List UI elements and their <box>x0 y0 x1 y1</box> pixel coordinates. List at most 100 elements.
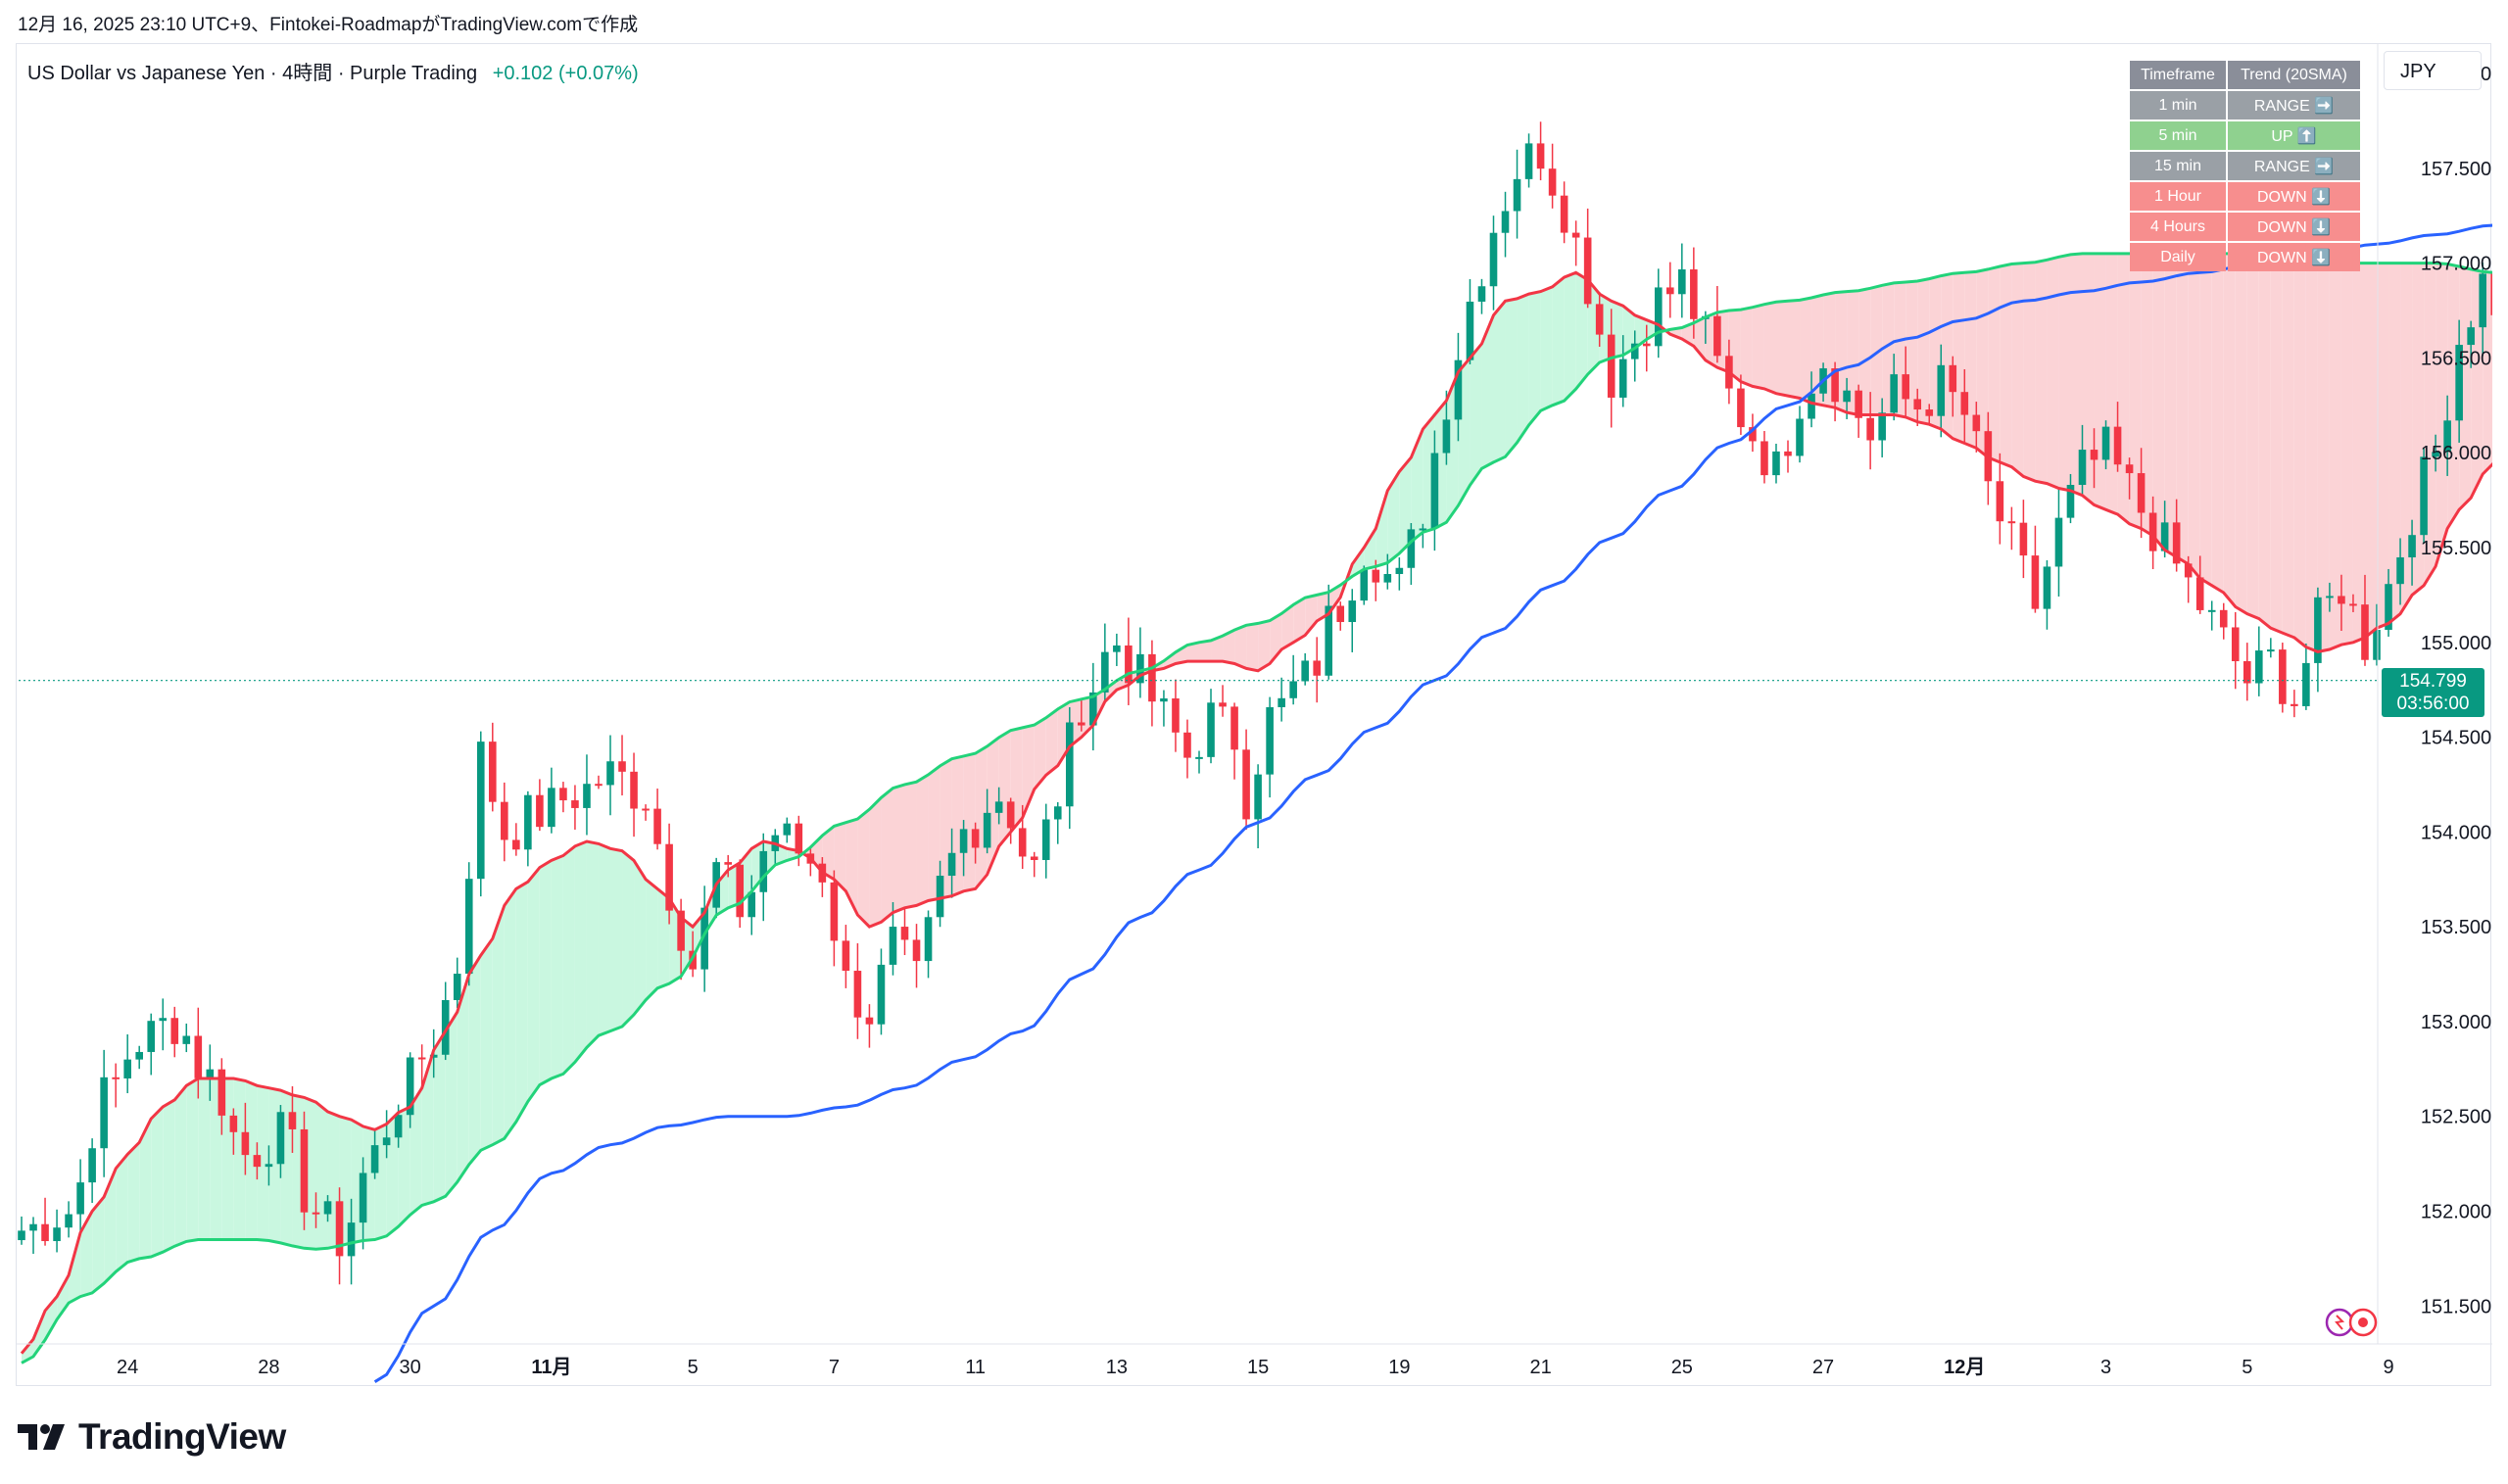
trend-row: 5 min UP ⬆️ <box>2130 121 2360 150</box>
candle <box>2420 448 2428 545</box>
ma-ribbon-segment <box>539 860 552 1085</box>
ma-ribbon-segment <box>2047 257 2059 489</box>
ma-ribbon-segment <box>2270 254 2283 634</box>
y-tick-label: 154.500 <box>2421 728 2491 749</box>
ma-ribbon-segment <box>1034 717 1046 790</box>
ma-ribbon-segment <box>1740 307 1753 387</box>
ma-ribbon-segment <box>2340 263 2353 646</box>
candle <box>1230 702 1238 780</box>
ma-ribbon-segment <box>1953 272 1965 444</box>
candle <box>2101 420 2110 470</box>
candle <box>1278 677 1285 722</box>
candle <box>1630 330 1639 382</box>
ma-ribbon-segment <box>963 753 976 891</box>
candle <box>618 735 626 796</box>
y-tick-label: 155.000 <box>2421 633 2491 654</box>
candle <box>2007 506 2016 551</box>
ma-ribbon-segment <box>1552 277 1565 406</box>
ma-ribbon-segment <box>2035 260 2048 484</box>
candle <box>548 767 555 834</box>
candle <box>2349 594 2357 612</box>
candle <box>1348 589 1357 652</box>
candle <box>2396 538 2404 605</box>
ma-ribbon-segment <box>1258 620 1271 671</box>
candle <box>123 1034 131 1094</box>
candle <box>1925 404 1934 423</box>
candle <box>1560 181 1568 244</box>
trend-value-cell: DOWN ⬇️ <box>2228 213 2360 241</box>
candle <box>2326 582 2334 612</box>
candle <box>1041 803 1050 879</box>
ma-ribbon-segment <box>104 1168 117 1284</box>
ma-ribbon-segment <box>2235 253 2247 614</box>
candle <box>1501 191 1510 258</box>
candle <box>1595 291 1604 348</box>
candle <box>512 823 520 856</box>
candle <box>2291 690 2298 718</box>
candle <box>959 820 968 877</box>
ma-ribbon-segment <box>1175 645 1187 664</box>
candle <box>736 859 745 929</box>
currency-selector[interactable]: JPY <box>2384 51 2482 90</box>
trend-timeframe-cell: 1 min <box>2130 91 2226 120</box>
x-tick-label: 5 <box>2242 1357 2252 1378</box>
candle <box>571 785 579 830</box>
trend-table-header: Timeframe Trend (20SMA) <box>2130 61 2360 89</box>
candle <box>2361 574 2369 666</box>
ma-ribbon-segment <box>2246 253 2259 619</box>
candle <box>1254 764 1262 848</box>
ma-ribbon-segment <box>2141 253 2153 536</box>
alert-icons[interactable] <box>2322 1303 2381 1347</box>
ma-ribbon-segment <box>1223 630 1235 664</box>
candle <box>276 1105 285 1178</box>
candle <box>288 1086 297 1153</box>
trend-timeframe-cell: 15 min <box>2130 152 2226 180</box>
ma-ribbon-segment <box>646 879 658 1000</box>
candle <box>501 782 508 862</box>
ma-ribbon-segment <box>2211 253 2224 593</box>
ma-ribbon-segment <box>2388 263 2401 624</box>
y-tick-label: 152.000 <box>2421 1201 2491 1222</box>
trend-timeframe-cell: 5 min <box>2130 121 2226 150</box>
ma-ribbon-segment <box>657 888 670 988</box>
candle <box>1784 440 1792 473</box>
ma-ribbon-segment <box>857 809 870 928</box>
candle <box>1442 390 1451 465</box>
ma-ribbon-segment <box>1788 300 1801 399</box>
candle <box>1242 729 1250 830</box>
candle <box>2219 602 2228 640</box>
ma-ribbon-segment <box>598 843 610 1036</box>
ma-ribbon-segment <box>515 882 528 1123</box>
ma-ribbon-segment <box>1800 297 1812 404</box>
ma-ribbon-segment <box>2329 263 2341 650</box>
candle <box>312 1192 320 1228</box>
candle <box>335 1187 344 1285</box>
ma-ribbon-segment <box>574 841 587 1063</box>
ma-ribbon-segment <box>586 841 599 1048</box>
ma-ribbon-segment <box>457 974 469 1182</box>
ma-ribbon-segment <box>1775 301 1788 397</box>
candle <box>2172 499 2181 572</box>
chart-panel[interactable]: 151.500 152.000 152.500 153.000 153.500 154.0… <box>16 43 2492 1387</box>
ma-ribbon-segment <box>1186 642 1199 662</box>
x-tick-label: 30 <box>400 1357 421 1378</box>
x-tick-label: 25 <box>1671 1357 1693 1378</box>
brand-logo[interactable]: TradingView <box>18 1416 286 1458</box>
ma-ribbon-segment <box>1505 298 1518 457</box>
candle <box>1053 801 1062 844</box>
candle <box>1536 121 1545 181</box>
candle <box>924 910 933 979</box>
current-price-badge: 154.799 03:56:00 <box>2382 667 2484 717</box>
candle <box>2231 611 2240 690</box>
candle <box>159 998 168 1051</box>
y-tick-label: 154.000 <box>2421 822 2491 843</box>
candle <box>1466 278 1474 364</box>
candlestick-chart[interactable]: 151.500 152.000 152.500 153.000 153.500 154.0… <box>17 44 2492 1387</box>
ma-ribbon-segment <box>1988 265 2001 462</box>
trend-value-cell: DOWN ⬇️ <box>2228 182 2360 211</box>
trend-timeframe-cell: 1 Hour <box>2130 182 2226 211</box>
candle <box>1902 346 1909 417</box>
ma-ribbon-segment <box>57 1274 70 1320</box>
candle <box>947 828 956 898</box>
candle <box>724 854 732 878</box>
